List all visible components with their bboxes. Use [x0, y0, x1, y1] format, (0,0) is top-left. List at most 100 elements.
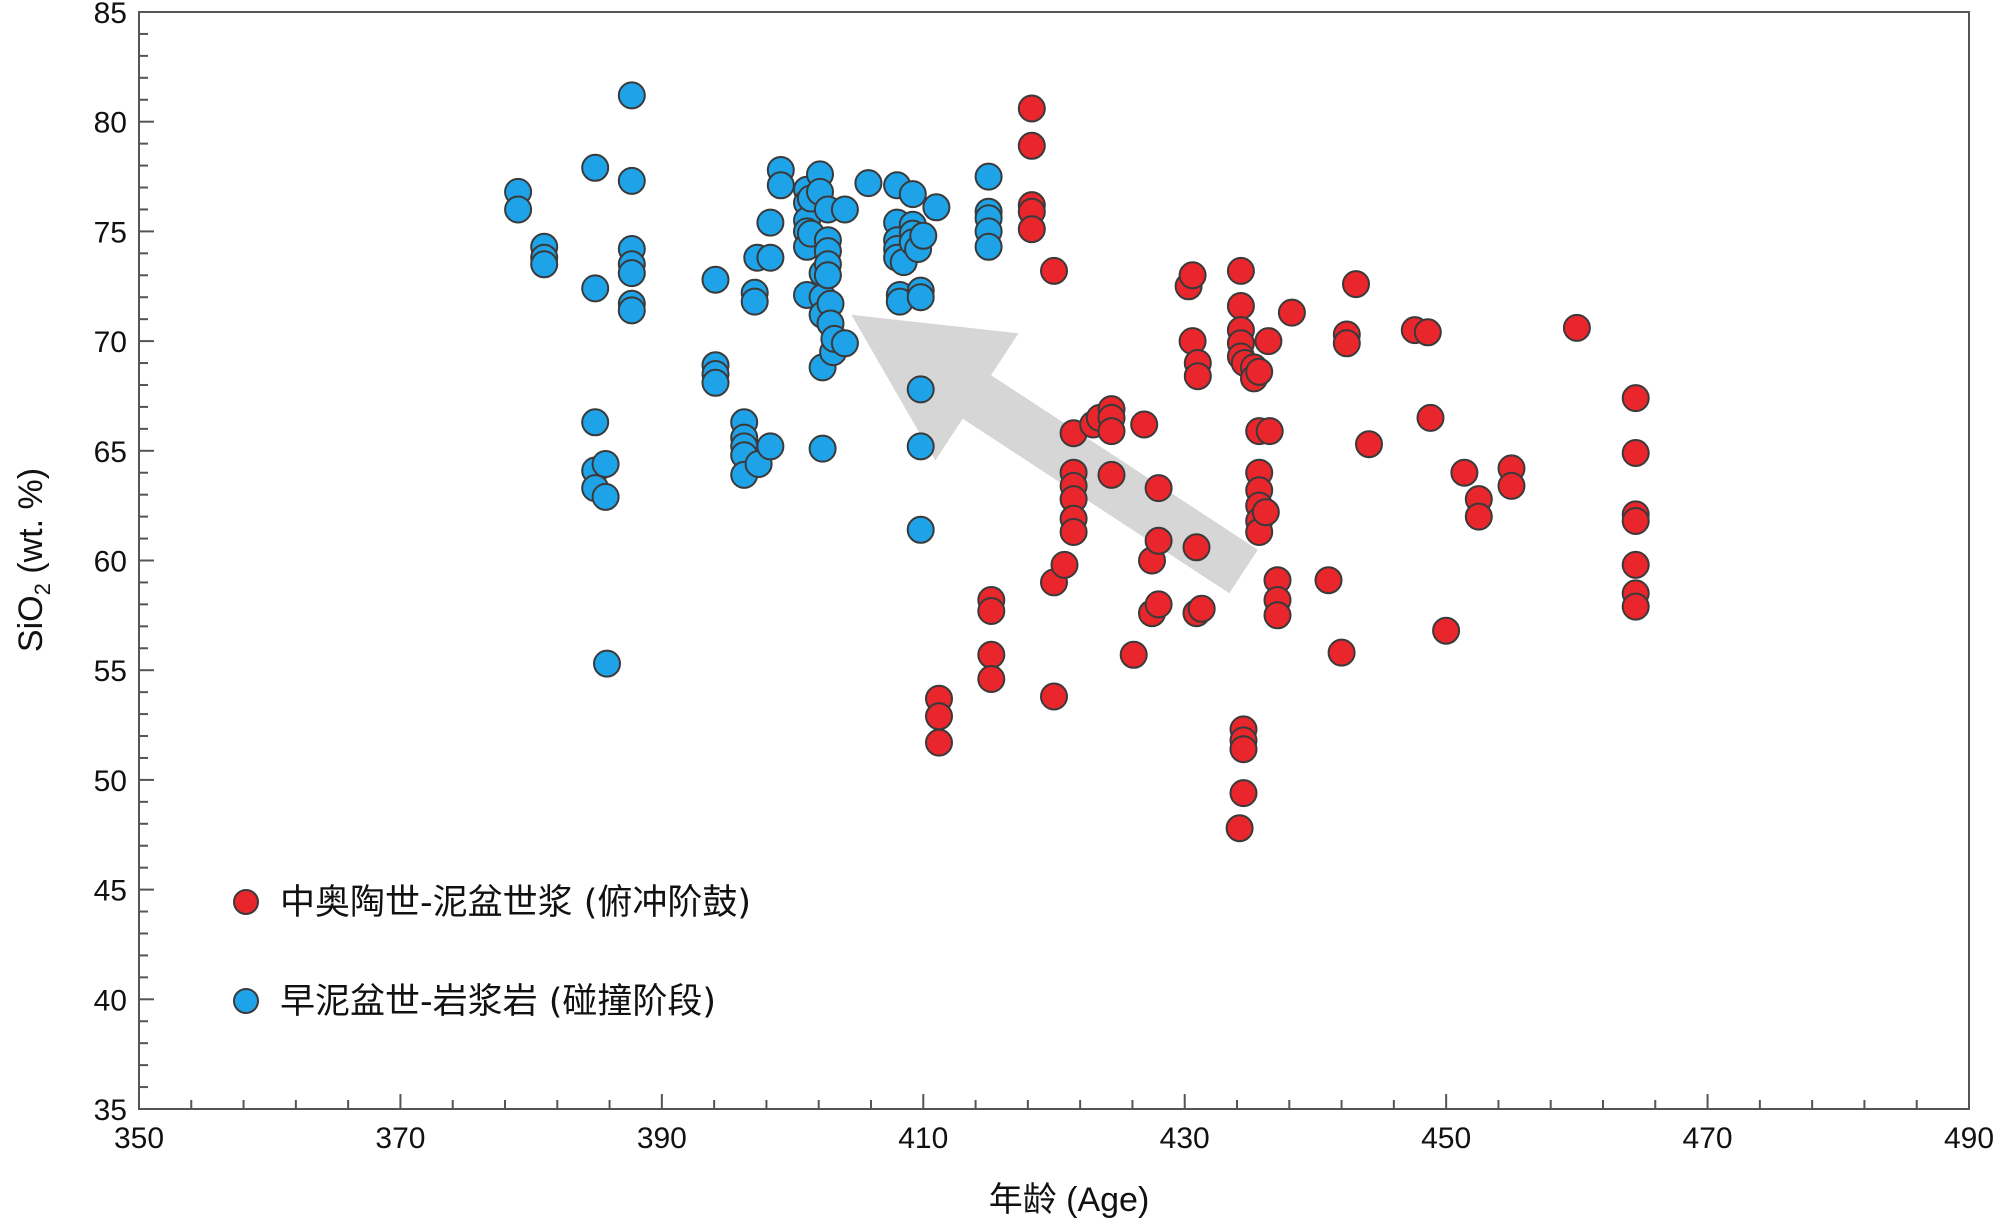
- x-tick-label: 490: [1944, 1122, 1994, 1155]
- data-point: [1621, 550, 1650, 579]
- y-tick-label: 80: [94, 107, 127, 140]
- data-point: [1017, 131, 1046, 160]
- data-point: [756, 208, 785, 237]
- data-point: [581, 153, 610, 182]
- y-axis-title-subscript: 2: [30, 583, 55, 595]
- y-tick-label: 35: [94, 1094, 127, 1127]
- data-point: [906, 432, 935, 461]
- data-point: [756, 432, 785, 461]
- data-point: [906, 515, 935, 544]
- data-point: [701, 265, 730, 294]
- data-point: [1050, 550, 1079, 579]
- data-point: [756, 243, 785, 272]
- data-point: [922, 193, 951, 222]
- x-axis-title: 年龄 (Age): [989, 1181, 1150, 1219]
- data-point: [1183, 362, 1212, 391]
- y-axis-title: SiO2 (wt. %): [12, 468, 55, 652]
- data-point: [1097, 417, 1126, 446]
- trend-arrow: [851, 314, 1258, 594]
- data-point: [1097, 460, 1126, 489]
- legend-item-subduction: 中奥陶世-泥盆世浆 (俯冲阶鼓): [233, 883, 751, 923]
- data-point: [1040, 256, 1068, 285]
- data-point: [1621, 384, 1650, 413]
- x-tick-label: 470: [1683, 1122, 1733, 1155]
- x-tick-label: 410: [898, 1122, 948, 1155]
- y-tick-label: 40: [94, 984, 127, 1017]
- legend-label-collision: 早泥盆世-岩浆岩 (碰撞阶段): [280, 982, 716, 1022]
- data-point: [1225, 814, 1254, 843]
- data-point: [1144, 474, 1173, 503]
- legend-marker-collision: [233, 988, 259, 1014]
- data-point: [1277, 298, 1306, 327]
- x-tick-label: 350: [114, 1122, 164, 1155]
- data-point: [909, 221, 938, 250]
- data-point: [854, 169, 883, 198]
- data-point: [808, 434, 837, 463]
- data-point: [1327, 638, 1356, 667]
- data-point: [1332, 329, 1361, 358]
- y-tick-label: 65: [94, 436, 127, 469]
- data-point: [504, 195, 533, 224]
- legend: 中奥陶世-泥盆世浆 (俯冲阶鼓) 早泥盆世-岩浆岩 (碰撞阶段): [233, 883, 751, 1022]
- data-point: [1119, 640, 1148, 669]
- data-point: [1342, 270, 1370, 299]
- data-point: [830, 195, 859, 224]
- data-point: [617, 296, 646, 325]
- legend-label-subduction: 中奥陶世-泥盆世浆 (俯冲阶鼓): [280, 883, 751, 923]
- data-point: [1226, 292, 1255, 320]
- x-tick-label: 370: [375, 1122, 425, 1155]
- x-tick-label: 430: [1160, 1122, 1210, 1155]
- data-point: [740, 287, 769, 316]
- y-tick-label: 75: [94, 216, 127, 249]
- y-axis-title-unit: (wt. %): [12, 468, 50, 583]
- data-point: [1144, 526, 1173, 555]
- data-point: [591, 450, 620, 478]
- arrow-annotation-layer: [851, 314, 1258, 594]
- data-point: [898, 180, 927, 209]
- data-point: [974, 232, 1003, 261]
- y-tick-label: 45: [94, 875, 127, 908]
- data-point: [1416, 403, 1445, 432]
- data-point: [1432, 616, 1461, 645]
- data-point: [581, 274, 610, 303]
- data-point: [591, 482, 620, 511]
- y-tick-label: 85: [94, 0, 127, 30]
- data-point: [830, 329, 859, 358]
- data-point: [593, 649, 621, 678]
- data-point: [530, 250, 559, 279]
- series-subduction: [925, 94, 1650, 843]
- data-point: [1497, 471, 1526, 500]
- data-point: [1413, 318, 1442, 347]
- y-tick-label: 50: [94, 765, 127, 798]
- data-point: [617, 81, 646, 110]
- data-point: [1255, 417, 1284, 446]
- data-point: [1621, 507, 1650, 535]
- y-axis-title-main: SiO: [12, 595, 50, 652]
- data-point: [977, 665, 1006, 693]
- data-point: [581, 408, 610, 437]
- data-point: [617, 259, 646, 288]
- x-axis: 350 370 390 410 430 450 470 490: [114, 1094, 1994, 1155]
- points-layer: [504, 81, 1650, 843]
- data-point: [1314, 566, 1343, 595]
- data-point: [1040, 682, 1068, 711]
- data-point: [1562, 313, 1591, 342]
- x-tick-label: 450: [1421, 1122, 1471, 1155]
- data-point: [1464, 502, 1493, 531]
- data-point: [925, 728, 953, 757]
- data-point: [1226, 256, 1255, 285]
- data-point: [617, 166, 646, 195]
- series-collision: [504, 81, 1003, 678]
- data-point: [977, 640, 1006, 669]
- data-point: [1251, 498, 1280, 527]
- data-point: [1017, 94, 1046, 123]
- data-point: [925, 702, 953, 731]
- data-point: [1229, 735, 1258, 764]
- data-point: [1621, 439, 1650, 467]
- legend-item-collision: 早泥盆世-岩浆岩 (碰撞阶段): [233, 982, 716, 1022]
- data-point: [701, 368, 730, 397]
- y-axis: 35 40 45 50 55 60 65 70 75 80 85: [94, 0, 154, 1127]
- data-point: [1254, 327, 1283, 356]
- data-point: [1263, 601, 1292, 630]
